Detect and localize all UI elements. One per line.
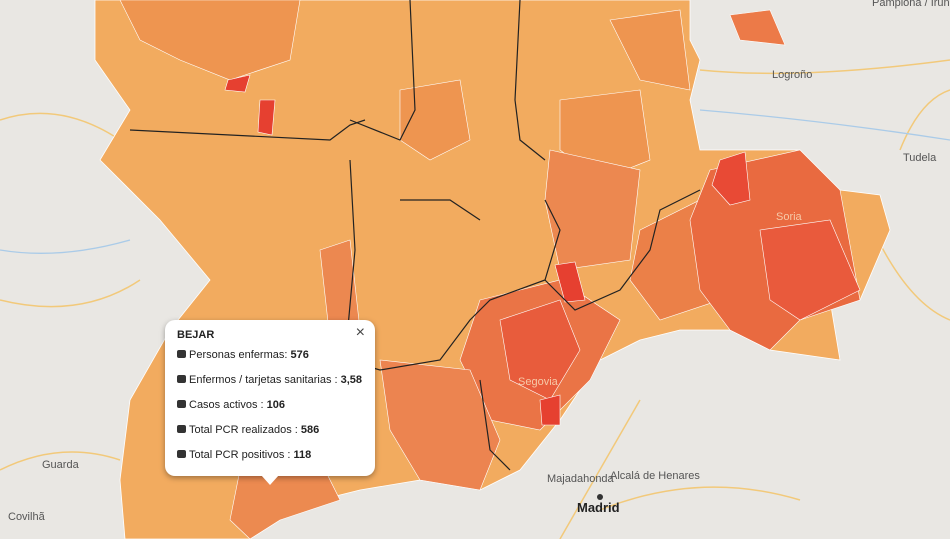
row-value: 586 xyxy=(300,424,320,436)
map-label: Tudela xyxy=(903,152,937,164)
row-label: Casos activos : xyxy=(189,399,264,411)
map-label: Pamplona / Iruña xyxy=(872,0,950,9)
map-label: Segovia xyxy=(518,376,559,388)
row-icon xyxy=(177,425,186,433)
row-value: 106 xyxy=(266,399,286,411)
popup-row: Total PCR positivos : 118 xyxy=(177,449,311,461)
row-icon xyxy=(177,350,186,358)
popup-row: Enfermos / tarjetas sanitarias : 3,58 xyxy=(177,374,362,386)
row-value: 576 xyxy=(290,349,309,361)
popup-title: BEJAR xyxy=(177,329,215,341)
row-value: 118 xyxy=(293,449,312,461)
map-label: Madrid xyxy=(577,500,620,515)
map-label: Logroño xyxy=(772,69,812,81)
close-button[interactable]: × xyxy=(355,324,365,341)
info-popup: BEJAR × Personas enfermas: 576 Enfermos /… xyxy=(165,320,375,485)
row-label: Enfermos / tarjetas sanitarias : xyxy=(189,374,338,386)
district-shading xyxy=(119,0,861,539)
row-label: Personas enfermas: xyxy=(189,349,288,361)
row-label: Total PCR realizados : xyxy=(189,424,298,436)
map-label: Alcalá de Henares xyxy=(610,470,700,482)
row-icon xyxy=(177,375,186,383)
map-label: Guarda xyxy=(42,459,80,471)
popup-tail xyxy=(261,475,279,485)
popup-row: Total PCR realizados : 586 xyxy=(177,424,319,436)
row-label: Total PCR positivos : xyxy=(189,449,291,461)
map-label: Covilhã xyxy=(8,511,46,523)
row-icon xyxy=(177,450,186,458)
province-borders xyxy=(129,0,701,471)
row-value: 3,58 xyxy=(340,374,363,386)
row-icon xyxy=(177,400,186,408)
map-label: Majadahonda xyxy=(547,473,615,485)
popup-row: Personas enfermas: 576 xyxy=(177,349,309,361)
map-label: Soria xyxy=(776,211,803,223)
city-dot xyxy=(597,494,603,500)
popup-row: Casos activos : 106 xyxy=(177,399,285,411)
